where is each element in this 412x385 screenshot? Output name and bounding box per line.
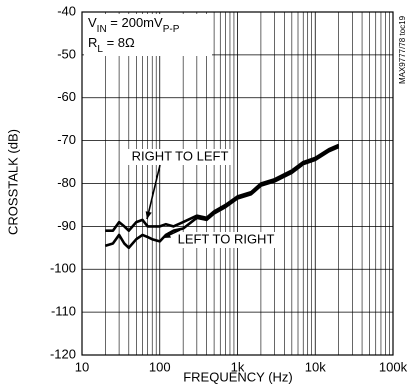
annotation-part: IN <box>97 24 107 35</box>
x-tick-label: 100 <box>149 359 171 374</box>
annotation-part: = 200mV <box>107 15 163 30</box>
y-tick-label: -80 <box>57 175 76 190</box>
y-tick-label: -60 <box>57 89 76 104</box>
x-tick-label: 100k <box>379 359 408 374</box>
y-tick-label: -70 <box>57 132 76 147</box>
x-axis-title: FREQUENCY (Hz) <box>183 369 293 384</box>
x-tick-label: 10 <box>75 359 89 374</box>
plot-frame <box>81 11 394 356</box>
series-label-bg <box>127 149 233 165</box>
y-axis-title: CROSSTALK (dB) <box>5 129 20 235</box>
y-tick-label: -100 <box>50 261 76 276</box>
figure-id: MAX9777/78 toc19 <box>398 15 407 84</box>
arrow-head <box>163 232 171 238</box>
annotation: RL = 8Ω <box>88 35 135 55</box>
series-label-bg <box>173 232 279 248</box>
annotation-bg <box>84 14 212 56</box>
annotation-part: = 8Ω <box>103 35 135 50</box>
y-tick-label: -110 <box>51 304 76 319</box>
label-arrow <box>146 164 161 220</box>
y-tick-label: -90 <box>57 218 76 233</box>
y-tick-label: -120 <box>50 346 76 361</box>
annotation-part: P-P <box>163 24 180 35</box>
x-tick-label: 1k <box>231 359 245 374</box>
series-line <box>105 145 340 250</box>
series-label: LEFT TO RIGHT <box>178 231 275 246</box>
y-tick-label: -40 <box>57 3 76 18</box>
x-tick-label: 10k <box>305 359 326 374</box>
annotation-part: L <box>97 44 103 55</box>
annotation: VIN = 200mVP-P <box>88 15 180 35</box>
y-tick-label: -50 <box>57 46 76 61</box>
annotation-part: V <box>88 15 97 30</box>
arrow-head <box>145 211 152 220</box>
series-label: RIGHT TO LEFT <box>132 148 229 163</box>
series-line <box>105 143 340 232</box>
annotation-part: R <box>88 35 97 50</box>
